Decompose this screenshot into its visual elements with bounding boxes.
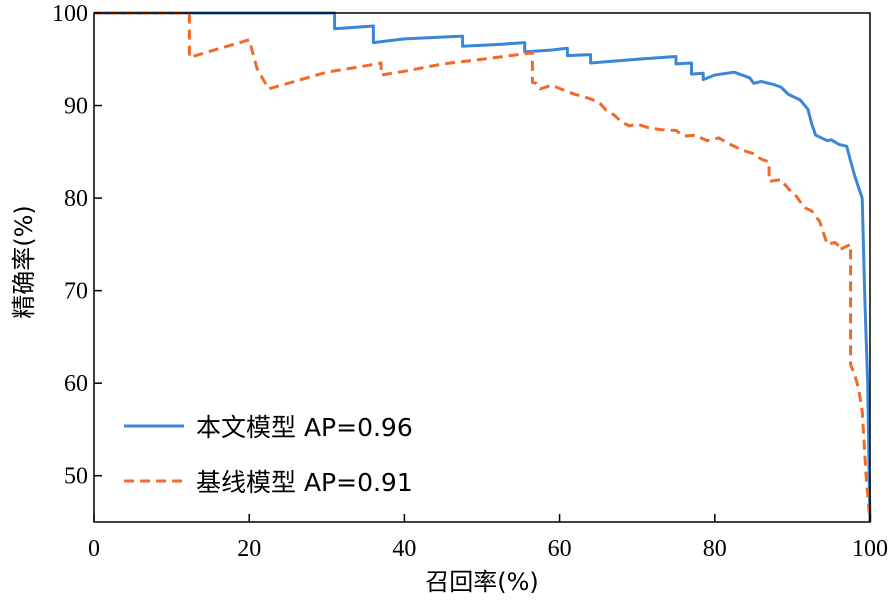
series-line-2 xyxy=(94,11,872,523)
y-tick-label: 50 xyxy=(64,464,88,490)
y-tick-label: 100 xyxy=(52,1,88,27)
x-tick-label: 20 xyxy=(237,536,261,562)
y-tick-label: 70 xyxy=(64,279,88,305)
x-tick-label: 100 xyxy=(852,536,888,562)
plot-frame xyxy=(93,12,871,523)
x-axis-label: 召回率(%) xyxy=(425,568,539,596)
x-tick-label: 60 xyxy=(548,536,572,562)
x-tick-label: 0 xyxy=(88,536,100,562)
series-line-1 xyxy=(94,11,872,523)
legend: 本文模型 AP=0.96 基线模型 AP=0.91 xyxy=(124,413,413,497)
y-tick-label: 90 xyxy=(64,94,88,120)
x-tick-label: 40 xyxy=(392,536,416,562)
plot-lines xyxy=(94,11,872,523)
legend-label-series-1: 本文模型 AP=0.96 xyxy=(196,413,413,442)
axes: 0 20 40 60 80 100 50 60 70 80 90 100 xyxy=(52,1,888,562)
y-axis-label: 精确率(%) xyxy=(10,205,38,319)
y-tick-label: 60 xyxy=(64,371,88,397)
y-tick-label: 80 xyxy=(64,186,88,212)
legend-label-series-2: 基线模型 AP=0.91 xyxy=(196,468,413,497)
x-tick-label: 80 xyxy=(703,536,727,562)
